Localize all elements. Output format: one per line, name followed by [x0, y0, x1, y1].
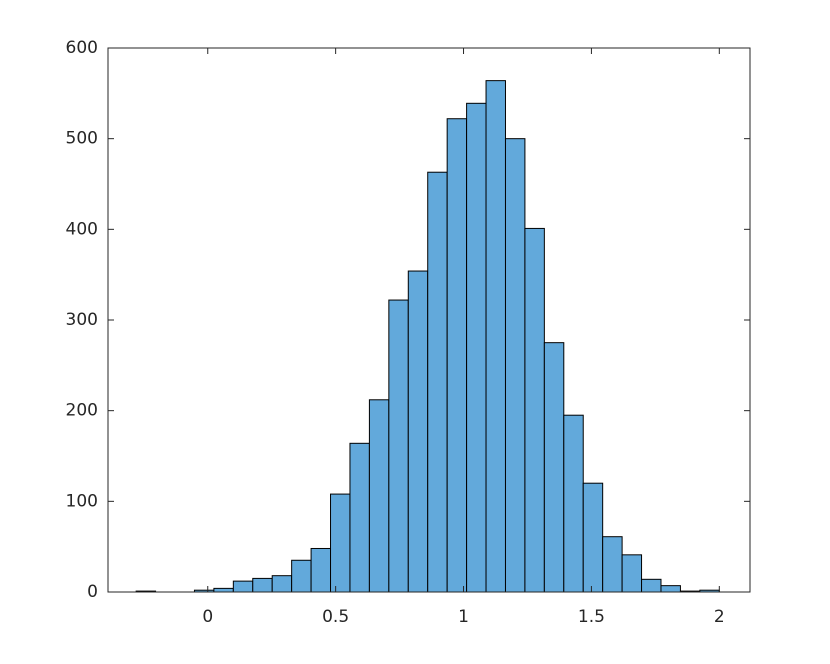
bar: [485, 80, 506, 593]
y-tick-label: 500: [66, 129, 98, 149]
y-tick-label: 600: [66, 38, 98, 58]
bar: [504, 138, 526, 593]
bar: [271, 575, 293, 593]
x-tick-label: 1: [458, 607, 469, 627]
bar: [349, 442, 370, 593]
bar: [388, 299, 409, 593]
bar: [563, 414, 584, 593]
y-tick-label: 100: [66, 491, 98, 511]
bar: [621, 554, 643, 593]
bar: [252, 577, 273, 593]
bar: [232, 580, 254, 593]
x-tick-label: 1.5: [578, 607, 605, 627]
bar: [602, 536, 623, 593]
bar: [524, 227, 545, 593]
y-tick-label: 200: [66, 401, 98, 421]
bar: [641, 578, 662, 593]
bar: [446, 118, 468, 593]
y-tick-label: 400: [66, 219, 98, 239]
y-tick-label: 0: [87, 582, 98, 602]
bar: [213, 587, 234, 593]
bar: [466, 102, 487, 593]
y-tick-label: 300: [66, 310, 98, 330]
bar: [660, 585, 681, 593]
bar: [368, 399, 390, 593]
bar: [543, 342, 565, 593]
bar: [310, 547, 332, 593]
x-tick-label: 0: [202, 607, 213, 627]
bar: [582, 482, 604, 593]
bar: [330, 493, 351, 593]
x-tick-label: 0.5: [322, 607, 349, 627]
x-tick-label: 2: [714, 607, 725, 627]
bar: [407, 270, 429, 593]
bar: [291, 559, 312, 593]
bar: [427, 171, 448, 593]
